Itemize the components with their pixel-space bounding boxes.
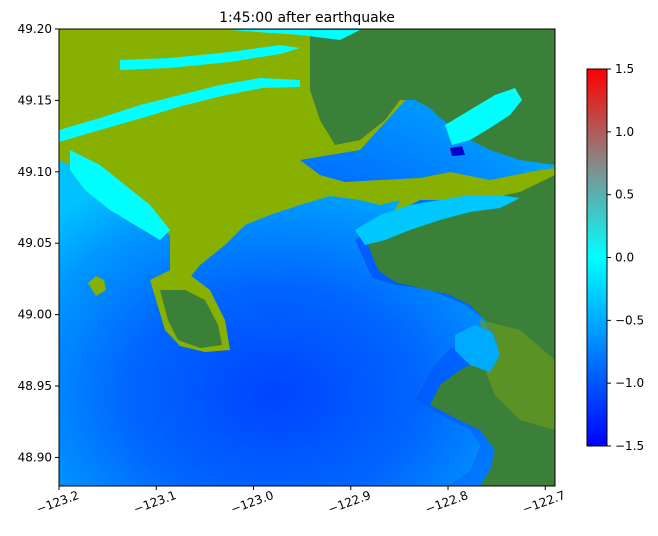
y-tick-label: 49.15	[18, 93, 52, 107]
flood-north-strip	[230, 30, 360, 40]
flood-fraser-river	[59, 78, 300, 142]
y-tick-label: 49.10	[18, 165, 52, 179]
colorbar	[586, 68, 608, 447]
flood-richmond	[70, 150, 170, 240]
x-tick-label: −122.8	[423, 488, 470, 516]
flood-bay-northeast	[445, 88, 522, 145]
land-spit	[88, 276, 106, 296]
land-point-roberts-high	[160, 290, 222, 348]
colorbar-tick-label: 0.5	[615, 188, 634, 202]
x-tick-label: −122.7	[521, 488, 568, 516]
y-tick-label: 48.90	[18, 450, 52, 464]
strait-water	[59, 160, 490, 486]
colorbar-tick-label: −1.0	[615, 376, 644, 390]
flood-deep-spot	[450, 146, 465, 156]
colorbar-tick-label: 1.0	[615, 125, 634, 139]
land-mid-east	[480, 320, 555, 430]
x-tick-label: −122.9	[326, 488, 373, 516]
colorbar-axis: −1.5 −1.0 −0.5 0.0 0.5 1.0 1.5	[607, 62, 644, 453]
land-high-northeast	[310, 29, 555, 165]
colorbar-tick-label: −0.5	[615, 313, 644, 327]
chart-title: 1:45:00 after earthquake	[219, 10, 395, 26]
y-tick-label: 48.95	[18, 379, 52, 393]
x-tick-label: −123.0	[229, 488, 276, 516]
colorbar-tick-label: 1.5	[615, 62, 634, 76]
x-tick-label: −123.1	[132, 488, 179, 516]
flood-river-arm	[120, 45, 300, 70]
y-tick-label: 49.00	[18, 308, 52, 322]
plot-frame	[58, 28, 556, 487]
colorbar-tick-label: −1.5	[615, 439, 644, 453]
y-axis: 48.90 48.95 49.00 49.05 49.10 49.15 49.20	[18, 22, 59, 464]
flood-mud-bay	[355, 195, 520, 245]
colorbar-tick-label: 0.0	[615, 251, 634, 265]
map-area	[59, 29, 555, 486]
x-axis: −123.2 −123.1 −123.0 −122.9 −122.8 −122.7	[34, 486, 567, 516]
flood-semiahmoo-bay	[455, 325, 500, 372]
y-tick-label: 49.05	[18, 236, 52, 250]
y-tick-label: 49.20	[18, 22, 52, 36]
x-tick-label: −123.2	[34, 488, 81, 516]
